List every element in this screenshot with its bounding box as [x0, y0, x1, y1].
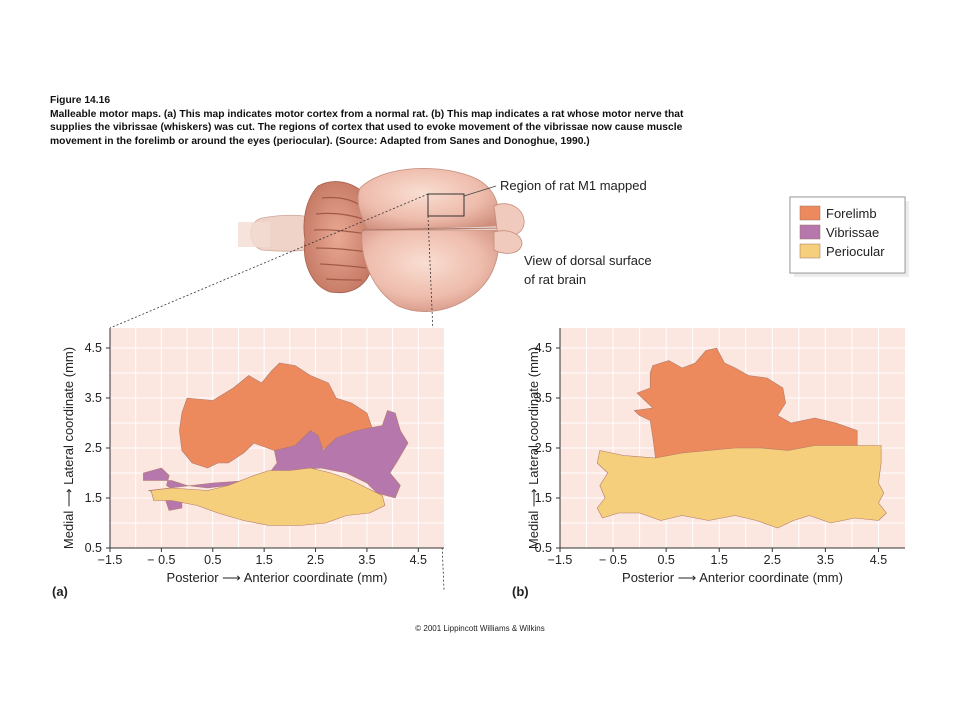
caption-line-1: Malleable motor maps. (a) This map indic… [50, 108, 684, 120]
caption-line-3: movement in the forelimb or around the e… [50, 135, 590, 147]
x-tick-label: − 0.5 [599, 553, 627, 567]
x-tick-label: −1.5 [548, 553, 573, 567]
chart-panel-b: −1.5 − 0.5 0.5 1.5 2.5 3.5 4.5 0.5 1.5 2.5 3.5 4.5 P… [512, 328, 905, 599]
legend-label-forelimb: Forelimb [826, 206, 877, 221]
y-tick-label: 0.5 [85, 541, 102, 555]
figure-label: Figure 14.16 [50, 95, 111, 106]
region-pointer-line [463, 185, 497, 197]
y-tick-label: 2.5 [85, 441, 102, 455]
legend-swatch-periocular [799, 243, 821, 259]
legend-label-periocular: Periocular [826, 244, 885, 259]
legend-swatch-vibrissae [799, 224, 821, 240]
rat-brain-illustration [109, 168, 525, 591]
x-tick-label: 0.5 [204, 553, 221, 567]
x-tick-label: 2.5 [307, 553, 324, 567]
x-tick-label: 4.5 [870, 553, 887, 567]
y-tick-label: 1.5 [535, 491, 552, 505]
y-tick-label: 3.5 [535, 391, 552, 405]
x-tick-label: 2.5 [764, 553, 781, 567]
chart-panel-a: −1.5 − 0.5 0.5 1.5 2.5 3.5 4.5 0.5 1.5 2.5 3.5 4.5 P… [52, 328, 444, 599]
mapped-region-box [427, 193, 465, 217]
x-tick-label: − 0.5 [147, 553, 175, 567]
caption-line-2: supplies the vibrissae (whiskers) was cu… [50, 122, 683, 134]
x-tick-label: 0.5 [657, 553, 674, 567]
x-tick-label: −1.5 [98, 553, 123, 567]
copyright-notice: © 2001 Lippincott Williams & Wilkins [415, 624, 545, 633]
y-axis-label: Medial ⟶ Lateral coordinate (mm) [61, 347, 76, 549]
y-tick-label: 2.5 [535, 441, 552, 455]
legend: Forelimb Vibrissae Periocular [789, 196, 909, 277]
figure-caption: Figure 14.16 Malleable motor maps. (a) T… [50, 94, 850, 148]
y-tick-label: 4.5 [535, 341, 552, 355]
x-tick-label: 3.5 [358, 553, 375, 567]
x-tick-label: 1.5 [711, 553, 728, 567]
view-label-line-1: View of dorsal surface [524, 253, 652, 268]
panel-label: (a) [52, 584, 68, 599]
region-periocular [150, 467, 386, 526]
x-tick-label: 4.5 [410, 553, 427, 567]
panel-label: (b) [512, 584, 529, 599]
x-tick-label: 1.5 [255, 553, 272, 567]
y-tick-label: 4.5 [85, 341, 102, 355]
y-axis-label: Medial ⟶ Lateral coordinate (mm) [526, 347, 541, 549]
legend-swatch-forelimb [799, 205, 821, 221]
view-label-line-2: of rat brain [524, 272, 586, 287]
projection-line-left [109, 193, 429, 329]
region-periocular [596, 445, 887, 529]
x-axis-label: Posterior ⟶ Anterior coordinate (mm) [622, 570, 843, 585]
region-label: Region of rat M1 mapped [500, 178, 647, 193]
legend-label-vibrissae: Vibrissae [826, 225, 879, 240]
y-tick-label: 3.5 [85, 391, 102, 405]
y-tick-label: 0.5 [535, 541, 552, 555]
y-tick-label: 1.5 [85, 491, 102, 505]
x-axis-label: Posterior ⟶ Anterior coordinate (mm) [167, 570, 388, 585]
x-tick-label: 3.5 [817, 553, 834, 567]
